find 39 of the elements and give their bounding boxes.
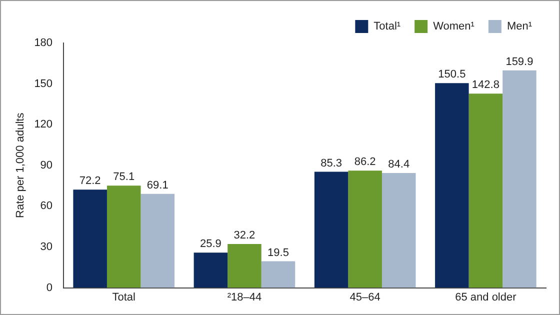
y-tick-label: 0 [46,282,53,294]
data-label: 150.5 [438,68,466,81]
data-label: 19.5 [268,246,289,259]
bar [106,186,141,288]
y-tick-label: 30 [40,241,53,254]
bar [261,261,296,288]
bar [468,94,503,288]
x-tick-label: 45–64 [350,291,380,304]
y-tick-label: 120 [34,118,53,131]
y-tick-label: 60 [40,200,53,212]
x-tick-label: Total [112,291,136,304]
bar [502,70,536,288]
data-label: 25.9 [200,238,222,250]
y-axis-title: Rate per 1,000 adults [14,112,27,218]
y-tick-label: 90 [40,159,53,172]
bar [73,190,107,288]
legend-label: Women¹ [433,20,475,33]
bar [382,173,416,288]
data-label: 84.4 [388,158,410,171]
data-label: 86.2 [354,156,376,168]
legend-label: Men¹ [506,20,532,33]
bar [140,194,175,288]
data-label: 159.9 [506,56,534,68]
bar [228,244,262,288]
bar [194,252,228,288]
x-tick-label: ²18–44 [227,291,262,304]
x-tick-label: 65 and older [455,291,517,304]
y-tick-label: 180 [34,37,53,50]
data-label: 32.2 [234,230,256,242]
data-label: 142.8 [472,79,500,92]
y-tick-label: 150 [34,78,53,90]
bar [348,170,382,288]
legend-label: Total¹ [374,20,401,33]
data-label: 72.2 [79,175,101,188]
bar [435,83,469,288]
data-label: 75.1 [113,171,135,184]
data-label: 69.1 [146,179,168,192]
bar [314,172,348,288]
data-label: 85.3 [320,157,342,170]
